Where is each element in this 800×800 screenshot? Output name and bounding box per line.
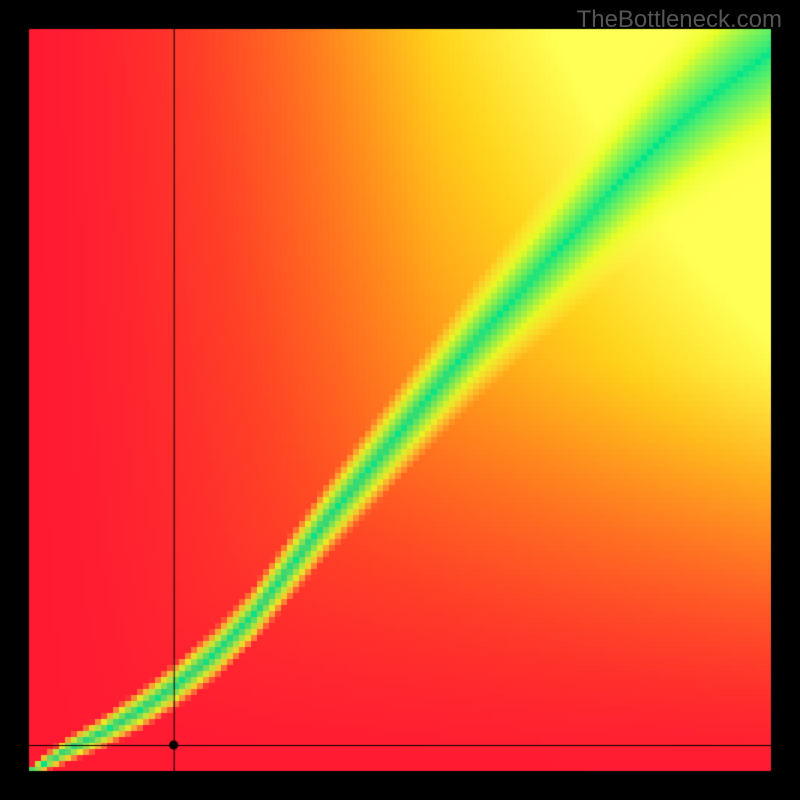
watermark-text: TheBottleneck.com bbox=[577, 6, 782, 34]
chart-container: TheBottleneck.com bbox=[0, 0, 800, 800]
bottleneck-heatmap bbox=[0, 0, 800, 800]
